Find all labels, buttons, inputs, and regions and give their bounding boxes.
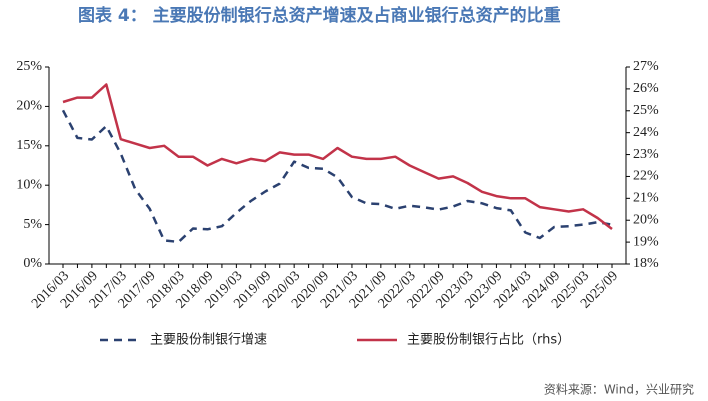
y-tick-label: 5% [23, 217, 42, 232]
y2-tick-label: 23% [633, 147, 659, 162]
y2-tick-label: 25% [633, 103, 659, 118]
y-tick-label: 25% [16, 59, 42, 74]
y2-tick-label: 22% [633, 169, 659, 184]
y2-tick-label: 26% [633, 81, 659, 96]
y2-tick-label: 19% [633, 234, 659, 249]
source-note: 资料来源：Wind，兴业研究 [544, 382, 694, 397]
y-tick-label: 20% [16, 99, 42, 114]
legend-label: 主要股份制银行占比（rhs） [407, 333, 570, 348]
series-line [62, 83, 613, 230]
y2-tick-label: 21% [633, 191, 659, 206]
chart-title: 图表 4： 主要股份制银行总资产增速及占商业银行总资产的比重 [78, 5, 561, 26]
y2-tick-label: 18% [633, 256, 659, 271]
y2-tick-label: 24% [633, 125, 659, 140]
y-tick-label: 0% [23, 256, 42, 271]
y2-tick-label: 20% [633, 212, 659, 227]
y-tick-label: 15% [16, 138, 42, 153]
y-tick-label: 10% [16, 177, 42, 192]
legend-label: 主要股份制银行增速 [150, 333, 267, 348]
y2-tick-label: 27% [633, 59, 659, 74]
series-line [61, 109, 613, 244]
